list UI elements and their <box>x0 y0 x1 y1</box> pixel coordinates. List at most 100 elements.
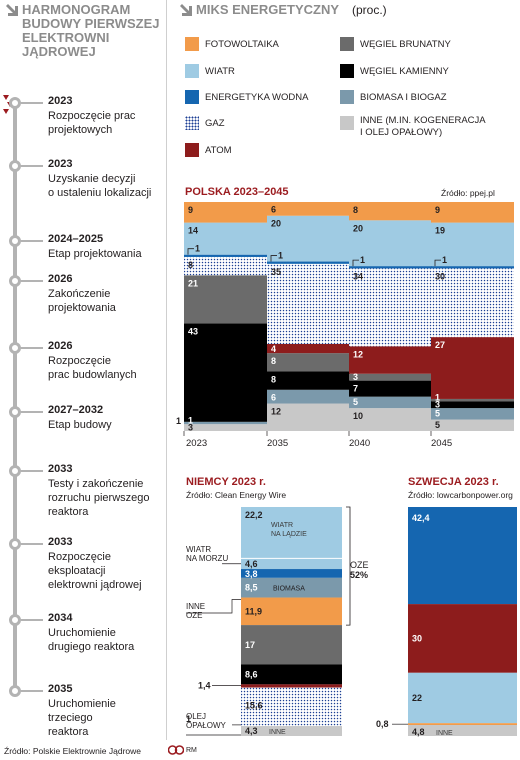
oze-bracket-label: OZE 52% <box>350 560 369 580</box>
legend-label-hydro: ENERGETYKA WODNA <box>205 92 309 103</box>
germany-bar-hydro <box>241 569 342 578</box>
poland-value-lignite: 1 <box>435 393 440 403</box>
timeline-connector <box>21 240 43 242</box>
poland-hydro-leader <box>352 259 359 267</box>
germany-value-lignite: 17 <box>245 640 255 650</box>
germany-value-wind: 4,6 <box>245 559 258 569</box>
timeline-description: Uzyskanie decyzji o ustaleniu lokalizacji <box>48 173 152 199</box>
timeline-year: 2023 <box>48 95 73 107</box>
poland-value-nuclear: 12 <box>353 349 363 359</box>
poland-bar-hydro-2045 <box>431 266 514 269</box>
timeline-year: 2033 <box>48 463 73 475</box>
poland-bar-other-2023 <box>184 424 267 431</box>
poland-value-lignite: 3 <box>353 372 358 382</box>
legend-label-biomass: BIOMASA I BIOGAZ <box>360 92 447 103</box>
poland-bar-wind-2040 <box>349 220 432 267</box>
sweden-value-hydro: 42,4 <box>412 513 430 523</box>
sweden-bar-nuclear <box>408 604 517 673</box>
germany-chart-source: Źródło: Clean Energy Wire <box>186 490 287 500</box>
poland-bar-nuclear-2045 <box>431 337 514 399</box>
timeline-year: 2026 <box>48 340 73 352</box>
poland-bar-other-2045 <box>431 419 514 431</box>
legend-swatch-other <box>340 116 354 130</box>
poland-bar-coal-2035 <box>267 371 350 390</box>
poland-hydro-leader <box>270 255 277 262</box>
poland-bar-pv-2040 <box>349 202 432 221</box>
timeline-marker <box>9 97 21 109</box>
poland-value-coal: 43 <box>188 326 198 336</box>
timeline-description: Rozpoczęcie prac projektowych <box>48 110 136 136</box>
poland-bar-coal-2040 <box>349 380 432 397</box>
sweden-chart-source: Źródło: lowcarbonpower.org <box>408 490 513 500</box>
legend-swatch-wind <box>185 64 199 78</box>
legend-label-pv: FOTOWOLTAIKA <box>205 39 279 50</box>
timeline-year: 2034 <box>48 612 73 624</box>
timeline-title: HARMONOGRAM BUDOWY PIERWSZEJ ELEKTROWNI … <box>22 2 160 59</box>
timeline-year: 2026 <box>48 273 73 285</box>
poland-category-label: 2023 <box>186 438 207 449</box>
sweden-bar-other <box>408 725 517 736</box>
poland-bar-gas-2035 <box>267 263 350 344</box>
timeline-marker <box>9 685 21 697</box>
legend-swatch-hydro <box>185 90 199 104</box>
germany-bar-other <box>241 726 342 736</box>
poland-hydro-leader <box>434 259 441 267</box>
timeline-connector <box>21 411 43 413</box>
poland-value-hydro: 1 <box>360 255 365 265</box>
poland-bar-biomass-2035 <box>267 389 350 404</box>
poland-value-hydro: 1 <box>278 251 283 261</box>
germany-bar-wind <box>241 507 342 559</box>
timeline-connector <box>21 543 43 545</box>
timeline-marker <box>9 406 21 418</box>
poland-bar-lignite-2040 <box>349 373 432 381</box>
poland-biomass-outside-label: 1 <box>176 416 181 426</box>
timeline-year: 2033 <box>48 536 73 548</box>
sweden-bar-wind <box>408 672 517 724</box>
poland-value-other: 3 <box>188 423 193 433</box>
poland-bar-lignite-2045 <box>431 398 514 402</box>
timeline-description: Rozpoczęcie eksploatacji elektrowni jądrow… <box>48 551 142 591</box>
poland-value-hydro: 1 <box>442 255 447 265</box>
mix-unit: (proc.) <box>352 3 387 17</box>
poland-bar-wind-2035 <box>267 215 350 262</box>
legend-label-gas: GAZ <box>205 118 225 129</box>
sweden-bar-hydro <box>408 507 517 605</box>
germany-bar-biomass <box>241 577 342 598</box>
arrow-down-right-icon <box>180 4 192 16</box>
poland-chart-title: POLSKA 2023–2045 <box>185 186 289 198</box>
legend-label-wind: WIATR <box>205 66 235 77</box>
timeline-description: Uruchomienie trzeciego reaktora <box>48 698 116 738</box>
poland-bar-wind-2045 <box>431 222 514 267</box>
poland-value-wind: 20 <box>271 219 281 229</box>
poland-bar-hydro-2035 <box>267 261 350 264</box>
poland-value-nuclear: 27 <box>435 340 445 350</box>
sweden-bar-pv <box>408 723 517 726</box>
poland-value-gas: 8 <box>188 260 193 270</box>
legend-swatch-biomass <box>340 90 354 104</box>
germany-inline-label: INNE <box>269 729 286 736</box>
legend-label-coal: WĘGIEL KAMIENNY <box>360 66 449 77</box>
poland-value-hydro: 1 <box>195 244 200 254</box>
germany-chart-title: NIEMCY 2023 r. <box>186 476 266 488</box>
poland-bar-nuclear-2035 <box>267 343 350 354</box>
poland-value-gas: 35 <box>271 267 281 277</box>
timeline-year: 2024–2025 <box>48 233 104 245</box>
poland-value-biomass: 5 <box>435 409 440 419</box>
legend-swatch-gas <box>185 116 199 130</box>
germany-value-hydro: 3,8 <box>245 569 258 579</box>
germany-bar-wind <box>241 558 342 570</box>
timeline-connector <box>21 690 43 692</box>
legend-swatch-pv <box>185 37 199 51</box>
poland-value-biomass: 5 <box>353 397 358 407</box>
poland-bar-nuclear-2040 <box>349 346 432 374</box>
germany-value-other: 4,3 <box>245 726 258 736</box>
footer-credit: RM <box>186 747 197 754</box>
poland-value-wind: 20 <box>353 223 363 233</box>
poland-bar-pv-2023 <box>184 202 267 223</box>
timeline-connector <box>21 619 43 621</box>
poland-value-coal: 8 <box>271 374 276 384</box>
poland-value-coal: 7 <box>353 384 358 394</box>
poland-bar-wind-2023 <box>184 222 267 255</box>
poland-value-lignite: 8 <box>271 356 276 366</box>
timeline-connector <box>21 347 43 349</box>
